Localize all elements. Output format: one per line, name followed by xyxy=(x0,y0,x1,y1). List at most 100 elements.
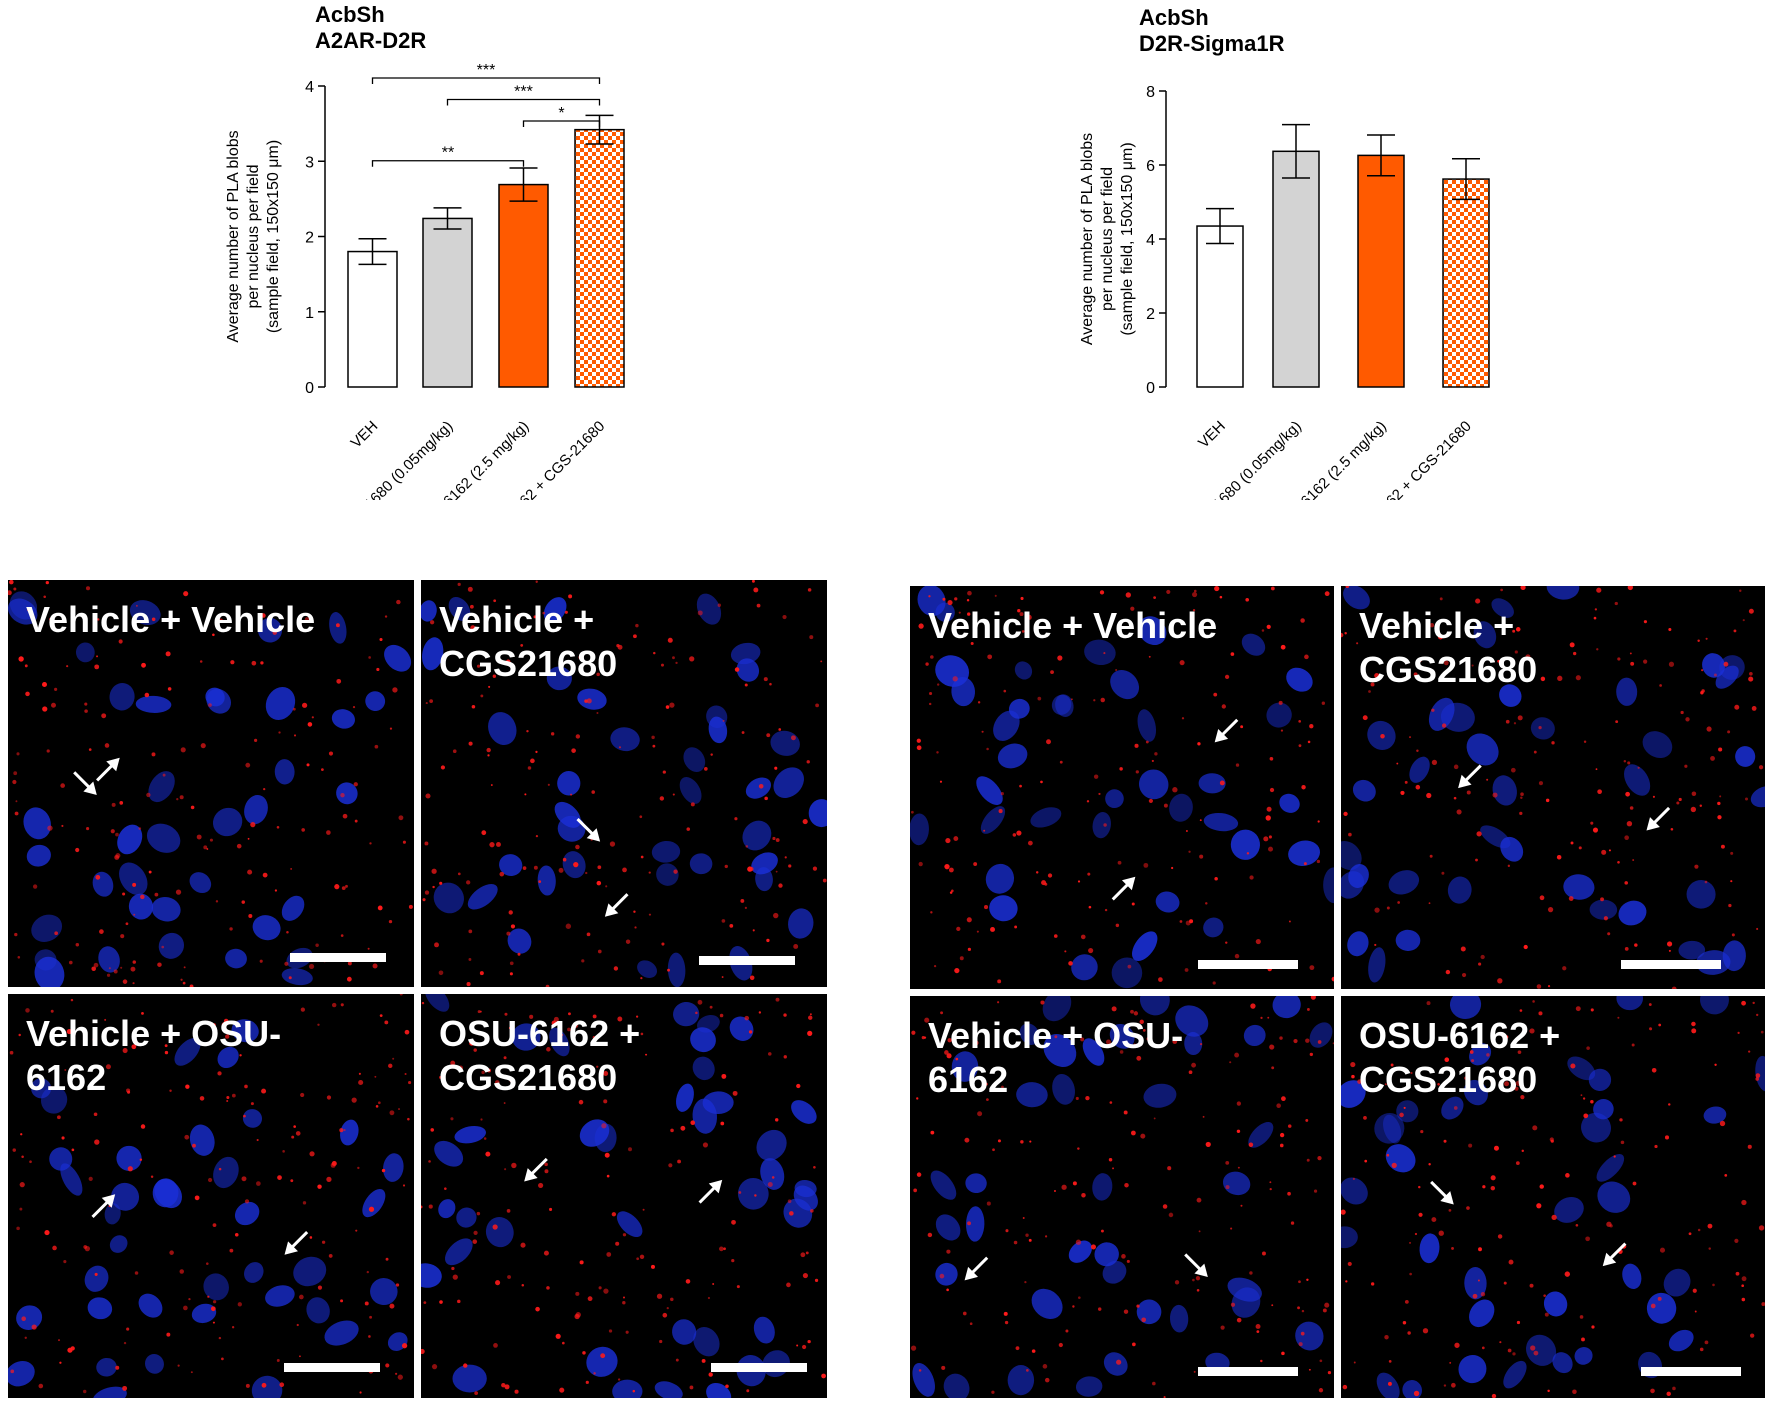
pla-blob xyxy=(115,832,119,837)
pla-blob xyxy=(430,620,435,625)
pla-blob xyxy=(509,1078,514,1083)
pla-blob xyxy=(127,1090,131,1094)
pla-blob xyxy=(1410,1071,1413,1075)
nucleus xyxy=(34,949,57,971)
pla-blob xyxy=(1525,654,1531,660)
scale-bar xyxy=(1198,960,1298,969)
pla-blob xyxy=(1304,654,1309,660)
nucleus xyxy=(1383,1114,1402,1144)
pla-blob xyxy=(1657,1296,1662,1301)
pla-blob xyxy=(1370,682,1375,687)
pla-blob xyxy=(499,871,505,877)
pla-blob xyxy=(505,1041,510,1046)
arrow-head xyxy=(524,1168,538,1182)
pla-blob xyxy=(670,1128,674,1133)
pla-blob xyxy=(1123,1309,1129,1314)
pla-blob xyxy=(1250,1003,1256,1009)
pla-blob xyxy=(444,1187,447,1190)
pla-blob xyxy=(122,892,126,896)
pla-blob xyxy=(1268,835,1272,839)
pla-blob xyxy=(91,966,96,972)
nucleus xyxy=(1030,807,1062,828)
pla-blob xyxy=(1678,797,1682,802)
pla-blob xyxy=(601,1123,607,1129)
pla-blob xyxy=(1288,920,1291,923)
pla-blob xyxy=(245,1383,250,1388)
pla-blob xyxy=(300,1007,305,1012)
nucleus xyxy=(1031,1288,1063,1319)
pla-blob xyxy=(1536,984,1542,989)
pla-blob xyxy=(29,1160,32,1164)
pla-blob xyxy=(351,1097,357,1103)
pla-blob xyxy=(1505,719,1510,724)
pla-blob xyxy=(1309,965,1315,971)
pla-blob xyxy=(1199,819,1202,822)
pla-blob xyxy=(162,773,166,777)
pla-blob xyxy=(1650,1388,1655,1394)
nucleus xyxy=(8,598,38,625)
nucleus xyxy=(910,813,929,846)
pla-blob xyxy=(927,1232,933,1238)
pla-blob xyxy=(276,825,280,829)
pla-blob xyxy=(586,932,591,937)
pla-blob xyxy=(991,1390,995,1394)
arrow-head xyxy=(101,1194,116,1208)
pla-blob xyxy=(108,967,111,970)
bar xyxy=(422,217,473,388)
pla-blob xyxy=(1600,897,1604,902)
nucleus xyxy=(467,883,498,910)
pla-blob xyxy=(1193,1370,1196,1373)
nucleus xyxy=(656,863,679,886)
pla-blob xyxy=(1668,1103,1671,1106)
pla-blob xyxy=(1592,827,1599,833)
pla-blob xyxy=(19,1207,23,1211)
pla-blob xyxy=(662,1312,668,1318)
pla-blob xyxy=(48,1086,53,1090)
pla-blob xyxy=(639,1254,645,1260)
pla-blob xyxy=(54,687,58,691)
nucleus xyxy=(1184,1032,1203,1056)
pla-blob xyxy=(1309,724,1314,729)
pla-blob xyxy=(331,1002,337,1008)
pla-blob xyxy=(404,1029,410,1035)
pla-blob xyxy=(481,1070,485,1075)
pla-blob xyxy=(288,976,292,980)
pla-blob xyxy=(1188,1070,1193,1075)
pla-blob xyxy=(998,809,1003,814)
pla-blob xyxy=(1040,1000,1045,1005)
pla-blob xyxy=(568,594,573,599)
pla-blob xyxy=(1132,1342,1136,1347)
pla-blob xyxy=(126,1327,130,1331)
x-tick-label: VEH xyxy=(347,418,381,452)
nucleus xyxy=(1286,667,1313,692)
pla-blob xyxy=(1409,736,1412,739)
pla-blob xyxy=(93,962,99,968)
pla-blob xyxy=(20,1133,23,1136)
pla-blob xyxy=(944,864,950,870)
pla-blob xyxy=(954,967,960,974)
pla-blob xyxy=(244,1084,248,1089)
pla-blob xyxy=(113,969,118,974)
pla-blob xyxy=(1324,591,1330,597)
micrograph-vehicle-osu-sigma1r: Vehicle + OSU- 6162 xyxy=(910,996,1334,1398)
micrograph-vehicle-osu-a2ar: Vehicle + OSU- 6162 xyxy=(8,994,414,1398)
pla-blob xyxy=(346,976,352,982)
pla-blob xyxy=(1205,1141,1211,1148)
nucleus xyxy=(980,806,1006,834)
pla-blob xyxy=(1426,1001,1431,1006)
pla-blob xyxy=(1575,675,1581,681)
pla-blob xyxy=(555,1333,561,1339)
nucleus xyxy=(488,712,517,746)
pla-blob xyxy=(666,1307,669,1310)
pla-blob xyxy=(1564,1271,1571,1277)
nucleus xyxy=(537,865,556,896)
pla-blob xyxy=(1530,1345,1536,1351)
pla-blob xyxy=(88,1176,93,1181)
pla-blob xyxy=(440,765,446,770)
pla-blob xyxy=(1331,976,1334,982)
pla-blob xyxy=(358,1079,364,1086)
nucleus xyxy=(234,1201,260,1226)
pla-blob xyxy=(930,1130,935,1135)
pla-blob xyxy=(343,1129,346,1132)
pla-blob xyxy=(1601,849,1607,855)
